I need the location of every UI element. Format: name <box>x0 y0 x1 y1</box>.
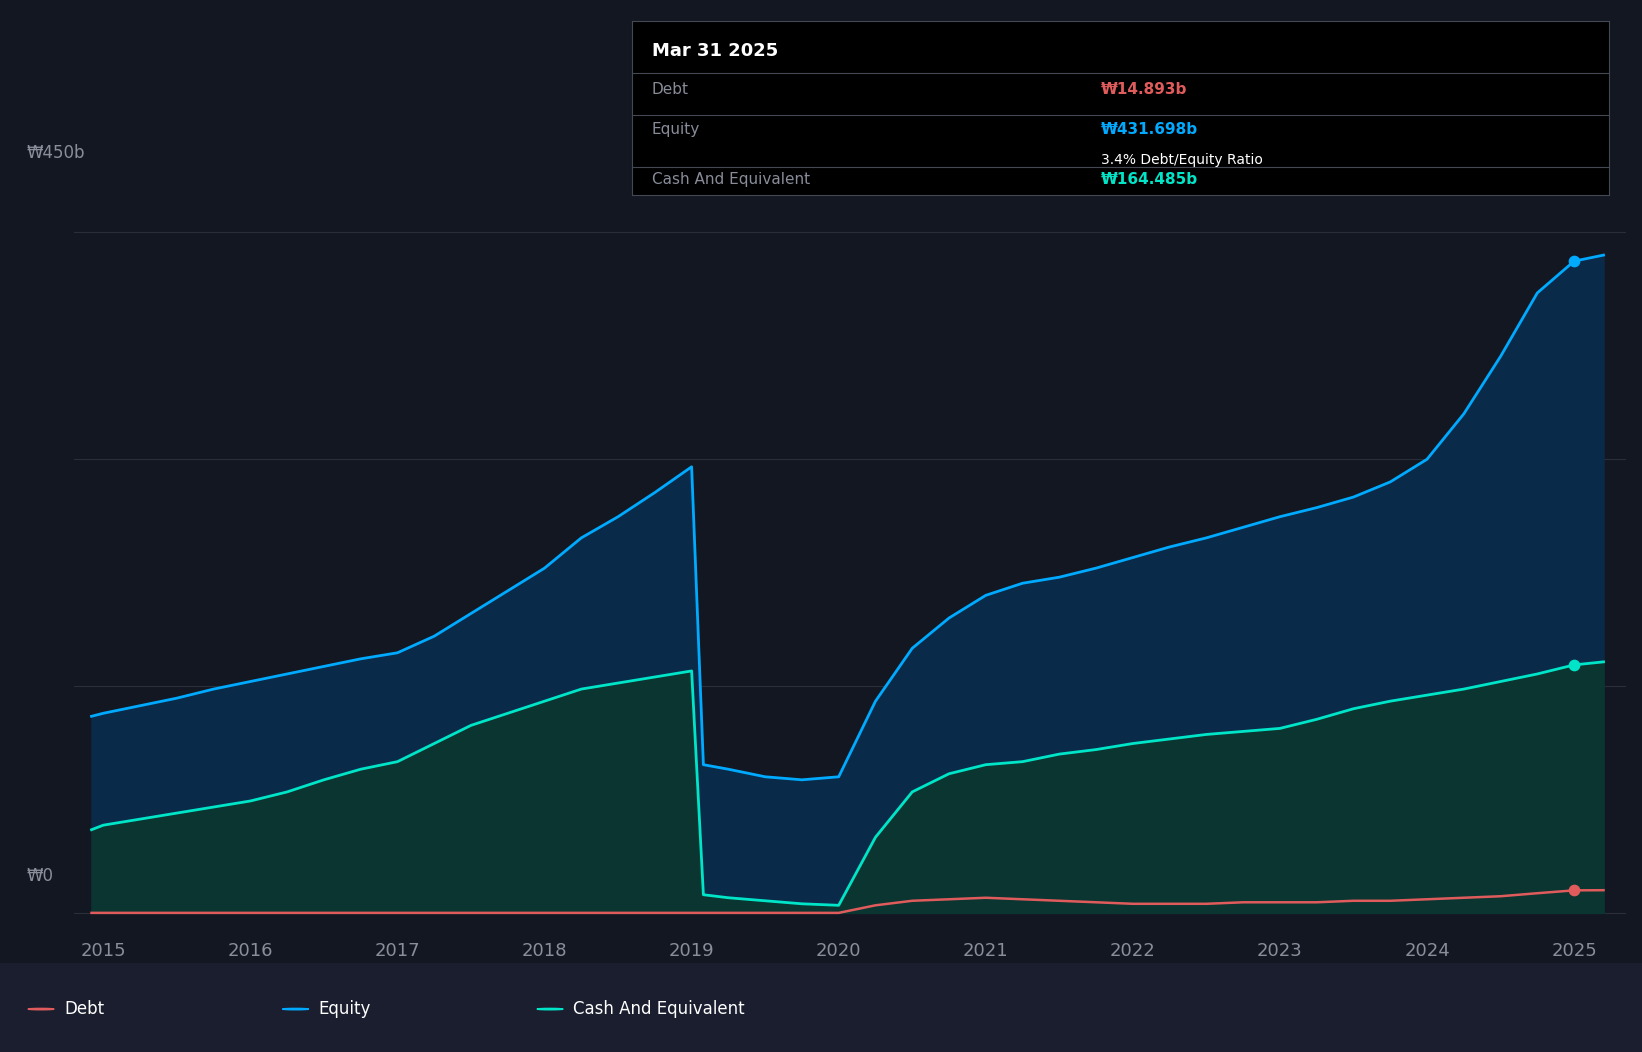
Point <box>1562 252 1588 269</box>
Text: Debt: Debt <box>64 1000 103 1018</box>
Text: 3.4% Debt/Equity Ratio: 3.4% Debt/Equity Ratio <box>1102 153 1263 167</box>
Text: Mar 31 2025: Mar 31 2025 <box>652 42 778 60</box>
Text: ₩0: ₩0 <box>26 867 53 886</box>
Text: Equity: Equity <box>319 1000 371 1018</box>
Text: Cash And Equivalent: Cash And Equivalent <box>573 1000 745 1018</box>
Text: Debt: Debt <box>652 82 688 97</box>
Circle shape <box>282 1009 309 1010</box>
Text: ₩431.698b: ₩431.698b <box>1102 122 1199 137</box>
Text: Cash And Equivalent: Cash And Equivalent <box>652 173 810 187</box>
Text: ₩450b: ₩450b <box>26 143 85 162</box>
Point <box>1562 656 1588 673</box>
Text: ₩14.893b: ₩14.893b <box>1102 82 1187 97</box>
Text: ₩164.485b: ₩164.485b <box>1102 173 1199 187</box>
Circle shape <box>537 1009 563 1010</box>
Point <box>1562 882 1588 898</box>
Circle shape <box>28 1009 54 1010</box>
Text: Equity: Equity <box>652 122 699 137</box>
